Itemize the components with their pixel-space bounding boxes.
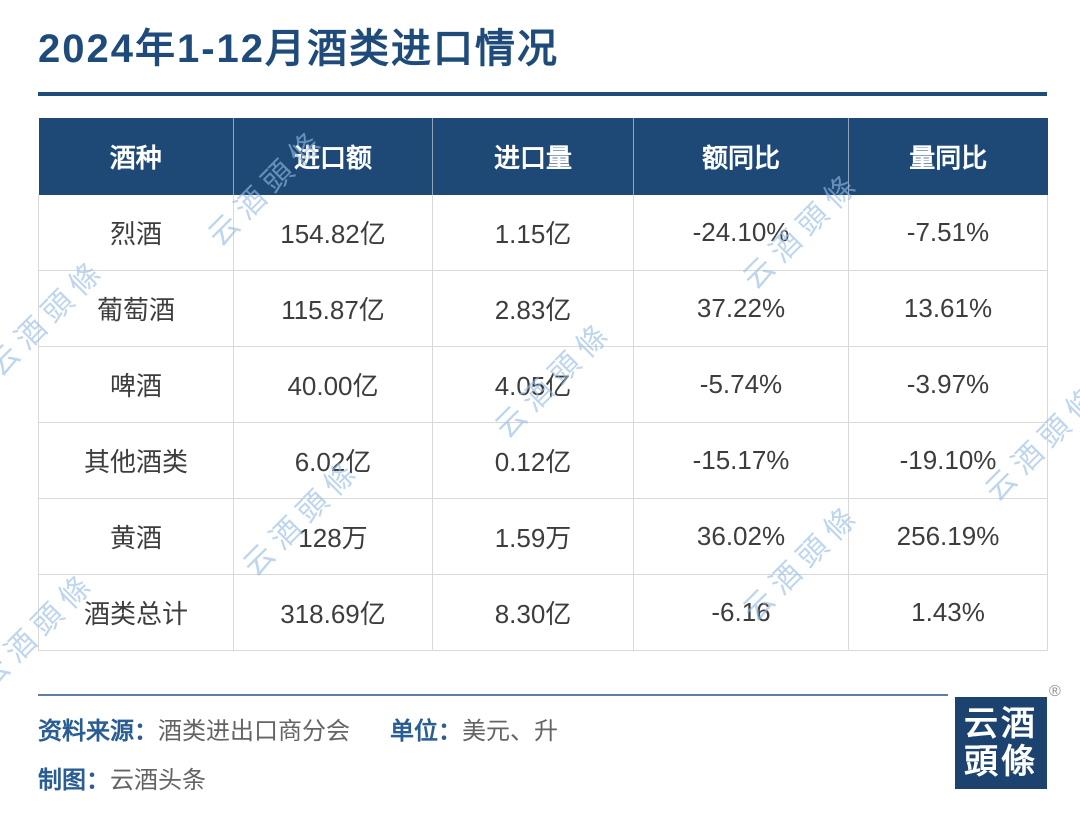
column-header-value-yoy: 额同比: [633, 118, 849, 195]
footer-source-line: 资料来源：酒类进出口商分会 单位：美元、升: [38, 711, 558, 746]
table-row: 黄酒 128万 1.59万 36.02% 256.19%: [38, 498, 1048, 575]
page-title: 2024年1-12月酒类进口情况: [38, 27, 560, 71]
source-label: 资料来源：: [38, 718, 158, 745]
footer-credit-line: 制图：云酒头条: [38, 760, 206, 795]
table-cell: 154.82亿: [233, 195, 433, 271]
yunjiu-toutiao-logo: 云酒 頭條: [955, 697, 1047, 789]
row-label: 其他酒类: [38, 422, 234, 499]
table-row: 啤酒 40.00亿 4.05亿 -5.74% -3.97%: [38, 346, 1048, 423]
table-cell: 40.00亿: [233, 346, 433, 423]
table-cell: 256.19%: [848, 498, 1048, 575]
credit-value: 云酒头条: [110, 767, 206, 794]
table-cell: -3.97%: [848, 346, 1048, 423]
import-table-container: 酒种 进口额 进口量 额同比 量同比 烈酒 154.82亿 1.15亿 -24.…: [38, 118, 1048, 651]
table-cell: 13.61%: [848, 270, 1048, 347]
import-table: 酒种 进口额 进口量 额同比 量同比 烈酒 154.82亿 1.15亿 -24.…: [38, 118, 1048, 651]
row-label: 啤酒: [38, 346, 234, 423]
column-header-type: 酒种: [38, 118, 234, 195]
table-cell: 37.22%: [633, 270, 849, 347]
unit-value: 美元、升: [462, 718, 558, 745]
logo-line2: 頭條: [964, 743, 1038, 781]
table-cell: 0.12亿: [432, 422, 634, 499]
footer-divider: [38, 694, 948, 696]
table-row: 葡萄酒 115.87亿 2.83亿 37.22% 13.61%: [38, 270, 1048, 347]
row-label: 葡萄酒: [38, 270, 234, 347]
row-label: 烈酒: [38, 195, 234, 271]
table-row-total: 酒类总计 318.69亿 8.30亿 -6.16 1.43%: [38, 574, 1048, 651]
table-cell: 6.02亿: [233, 422, 433, 499]
table-cell: 115.87亿: [233, 270, 433, 347]
column-header-import-value: 进口额: [233, 118, 433, 195]
unit-label: 单位：: [390, 718, 462, 745]
table-cell: 1.43%: [848, 574, 1048, 651]
table-cell: 36.02%: [633, 498, 849, 575]
table-cell: 1.59万: [432, 498, 634, 575]
table-cell: 4.05亿: [432, 346, 634, 423]
header-row: 酒种 进口额 进口量 额同比 量同比: [38, 118, 1048, 195]
table-cell: -24.10%: [633, 195, 849, 271]
table-cell: 318.69亿: [233, 574, 433, 651]
table-cell: -6.16: [633, 574, 849, 651]
column-header-volume-yoy: 量同比: [848, 118, 1048, 195]
table-cell: 2.83亿: [432, 270, 634, 347]
title-underline: [38, 92, 1047, 96]
logo-line1: 云酒: [964, 704, 1038, 743]
table-row: 烈酒 154.82亿 1.15亿 -24.10% -7.51%: [38, 195, 1048, 271]
table-cell: 1.15亿: [432, 195, 634, 271]
registered-trademark-icon: ®: [1049, 683, 1061, 700]
table-cell: -15.17%: [633, 422, 849, 499]
table-cell: 128万: [233, 498, 433, 575]
table-cell: -7.51%: [848, 195, 1048, 271]
column-header-import-volume: 进口量: [432, 118, 634, 195]
table-cell: 8.30亿: [432, 574, 634, 651]
row-label: 黄酒: [38, 498, 234, 575]
row-label: 酒类总计: [38, 574, 234, 651]
table-cell: -5.74%: [633, 346, 849, 423]
table-cell: -19.10%: [848, 422, 1048, 499]
credit-label: 制图：: [38, 767, 110, 794]
source-value: 酒类进出口商分会: [158, 718, 350, 745]
table-row: 其他酒类 6.02亿 0.12亿 -15.17% -19.10%: [38, 422, 1048, 499]
